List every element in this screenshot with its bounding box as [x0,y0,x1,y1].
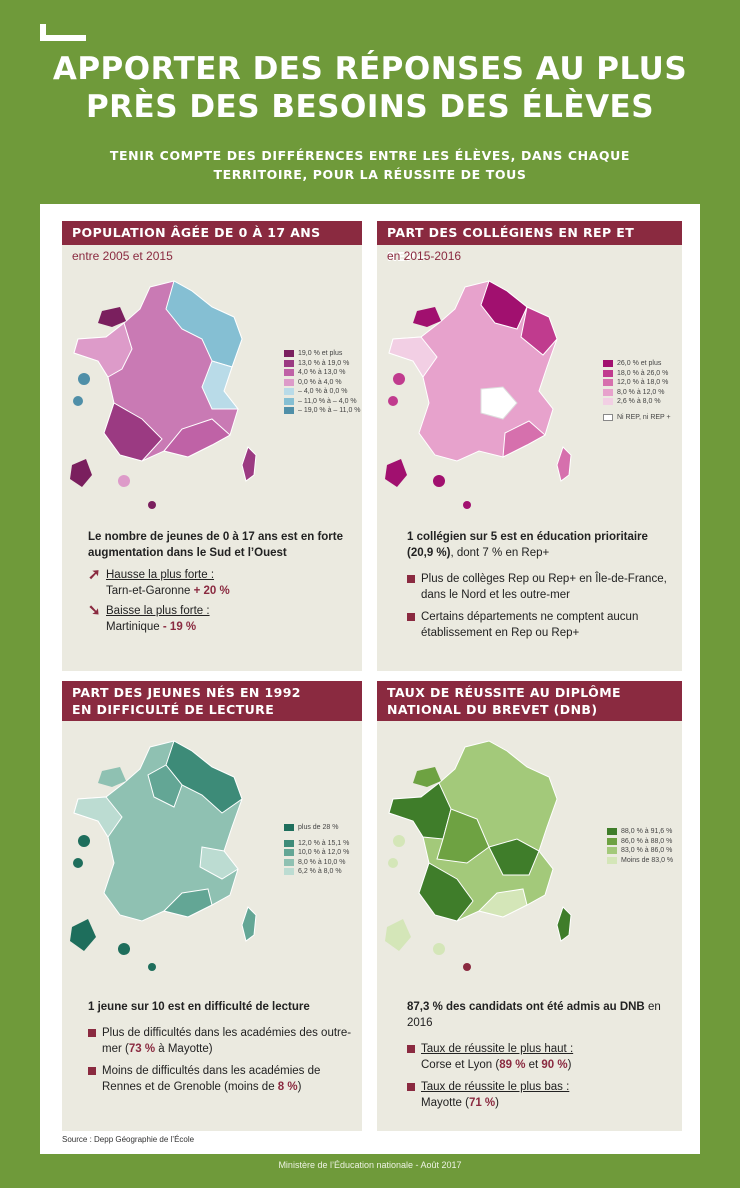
source-note: Source : Depp Géographie de l’École [62,1135,195,1144]
decrease-block: ➘ Baisse la plus forte : Martinique - 19… [88,603,348,635]
panel-lecture: PART DES JEUNES NÉS EN 1992 EN DIFFICULT… [62,681,362,1131]
bullet-item: Moins de difficultés dans les académies … [88,1063,352,1095]
bullet-item: Taux de réussite le plus bas : Mayotte (7… [407,1079,669,1111]
legend-item: – 19,0 % à – 11,0 % [284,406,361,416]
population-legend: 19,0 % et plus 13,0 % à 19,0 % 4,0 % à 1… [284,349,361,416]
legend-item: 86,0 % à 88,0 % [607,837,673,847]
increase-block: ➚ Hausse la plus forte : Tarn-et-Garonne… [88,567,348,599]
legend-item: plus de 28 % [284,823,349,833]
legend-item: Ni REP, ni REP + [603,413,671,423]
legend-item: 4,0 % à 13,0 % [284,368,361,378]
panel-title: POPULATION ÂGÉE DE 0 À 17 ANS [62,221,362,245]
rep-legend: 26,0 % et plus 18,0 % à 26,0 % 12,0 % à … [603,359,671,422]
lead-text: 1 jeune sur 10 est en difficulté de lect… [88,1001,310,1013]
legend-item: 26,0 % et plus [603,359,671,369]
decrease-label: Baisse la plus forte : [106,605,210,617]
panel-title: TAUX DE RÉUSSITE AU DIPLÔME NATIONAL DU … [377,681,682,721]
legend-item: 6,2 % à 8,0 % [284,867,349,877]
bullet-item: Certains départements ne comptent aucun … [407,609,669,641]
legend-item: 19,0 % et plus [284,349,361,359]
dnb-legend: 88,0 % à 91,6 % 86,0 % à 88,0 % 83,0 % à… [607,827,673,865]
rep-map [377,269,597,509]
lecture-map [62,729,282,979]
arrow-up-icon: ➚ [88,566,101,583]
legend-item: 88,0 % à 91,6 % [607,827,673,837]
lead-text: Le nombre de jeunes de 0 à 17 ans est en… [88,531,344,559]
content-sheet: POPULATION ÂGÉE DE 0 À 17 ANS entre 2005… [40,204,700,1154]
lead-text: 87,3 % des candidats ont été admis au DN… [407,1001,661,1029]
bullet-item: Plus de difficultés dans les académies d… [88,1025,352,1057]
legend-item: 0,0 % à 4,0 % [284,378,361,388]
panel-dnb: TAUX DE RÉUSSITE AU DIPLÔME NATIONAL DU … [377,681,682,1131]
panel-rep: PART DES COLLÉGIENS EN REP ET REP+ en 20… [377,221,682,671]
legend-item: 8,0 % à 12,0 % [603,388,671,398]
increase-value: Tarn-et-Garonne + 20 % [106,585,230,597]
arrow-down-icon: ➘ [88,602,101,619]
legend-item: Moins de 83,0 % [607,856,673,866]
population-text: Le nombre de jeunes de 0 à 17 ans est en… [88,529,348,635]
population-map [62,269,282,509]
dnb-text: 87,3 % des candidats ont été admis au DN… [407,999,669,1111]
dnb-map [377,729,597,979]
panel-population: POPULATION ÂGÉE DE 0 À 17 ANS entre 2005… [62,221,362,671]
bullet-item: Taux de réussite le plus haut : Corse et … [407,1041,669,1073]
lecture-legend: plus de 28 % 12,0 % à 15,1 % 10,0 % à 12… [284,823,349,877]
legend-item: 8,0 % à 10,0 % [284,858,349,868]
legend-item: 18,0 % à 26,0 % [603,369,671,379]
panel-subtitle: entre 2005 et 2015 [72,249,173,263]
increase-label: Hausse la plus forte : [106,569,215,581]
panel-title: PART DES JEUNES NÉS EN 1992 EN DIFFICULT… [62,681,362,721]
panel-subtitle: en 2015-2016 [387,249,462,263]
legend-item: 12,0 % à 15,1 % [284,839,349,849]
legend-item: – 4,0 % à 0,0 % [284,387,361,397]
footer: Ministère de l’Éducation nationale - Aoû… [278,1160,462,1170]
bullet-item: Plus de collèges Rep ou Rep+ en Île-de-F… [407,571,669,603]
legend-item: 13,0 % à 19,0 % [284,359,361,369]
legend-item: 10,0 % à 12,0 % [284,848,349,858]
legend-item: 2,6 % à 8,0 % [603,397,671,407]
rep-text: 1 collégien sur 5 est en éducation prior… [407,529,669,641]
corner-mark [40,24,86,41]
legend-item: 12,0 % à 18,0 % [603,378,671,388]
legend-item: – 11,0 % à – 4,0 % [284,397,361,407]
lead-text: 1 collégien sur 5 est en éducation prior… [407,531,648,559]
lecture-text: 1 jeune sur 10 est en difficulté de lect… [88,999,352,1095]
legend-item: 83,0 % à 86,0 % [607,846,673,856]
panel-title: PART DES COLLÉGIENS EN REP ET REP+ [377,221,682,264]
page-subtitle: TENIR COMPTE DES DIFFÉRENCES ENTRE LES É… [109,148,631,182]
decrease-value: Martinique - 19 % [106,621,197,633]
page-title: APPORTER DES RÉPONSES AU PLUS PRÈS DES B… [52,51,688,125]
